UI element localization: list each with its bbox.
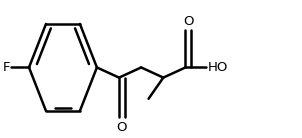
Text: O: O — [117, 121, 127, 134]
Text: F: F — [2, 61, 10, 74]
Text: O: O — [183, 15, 194, 28]
Text: HO: HO — [207, 61, 228, 74]
